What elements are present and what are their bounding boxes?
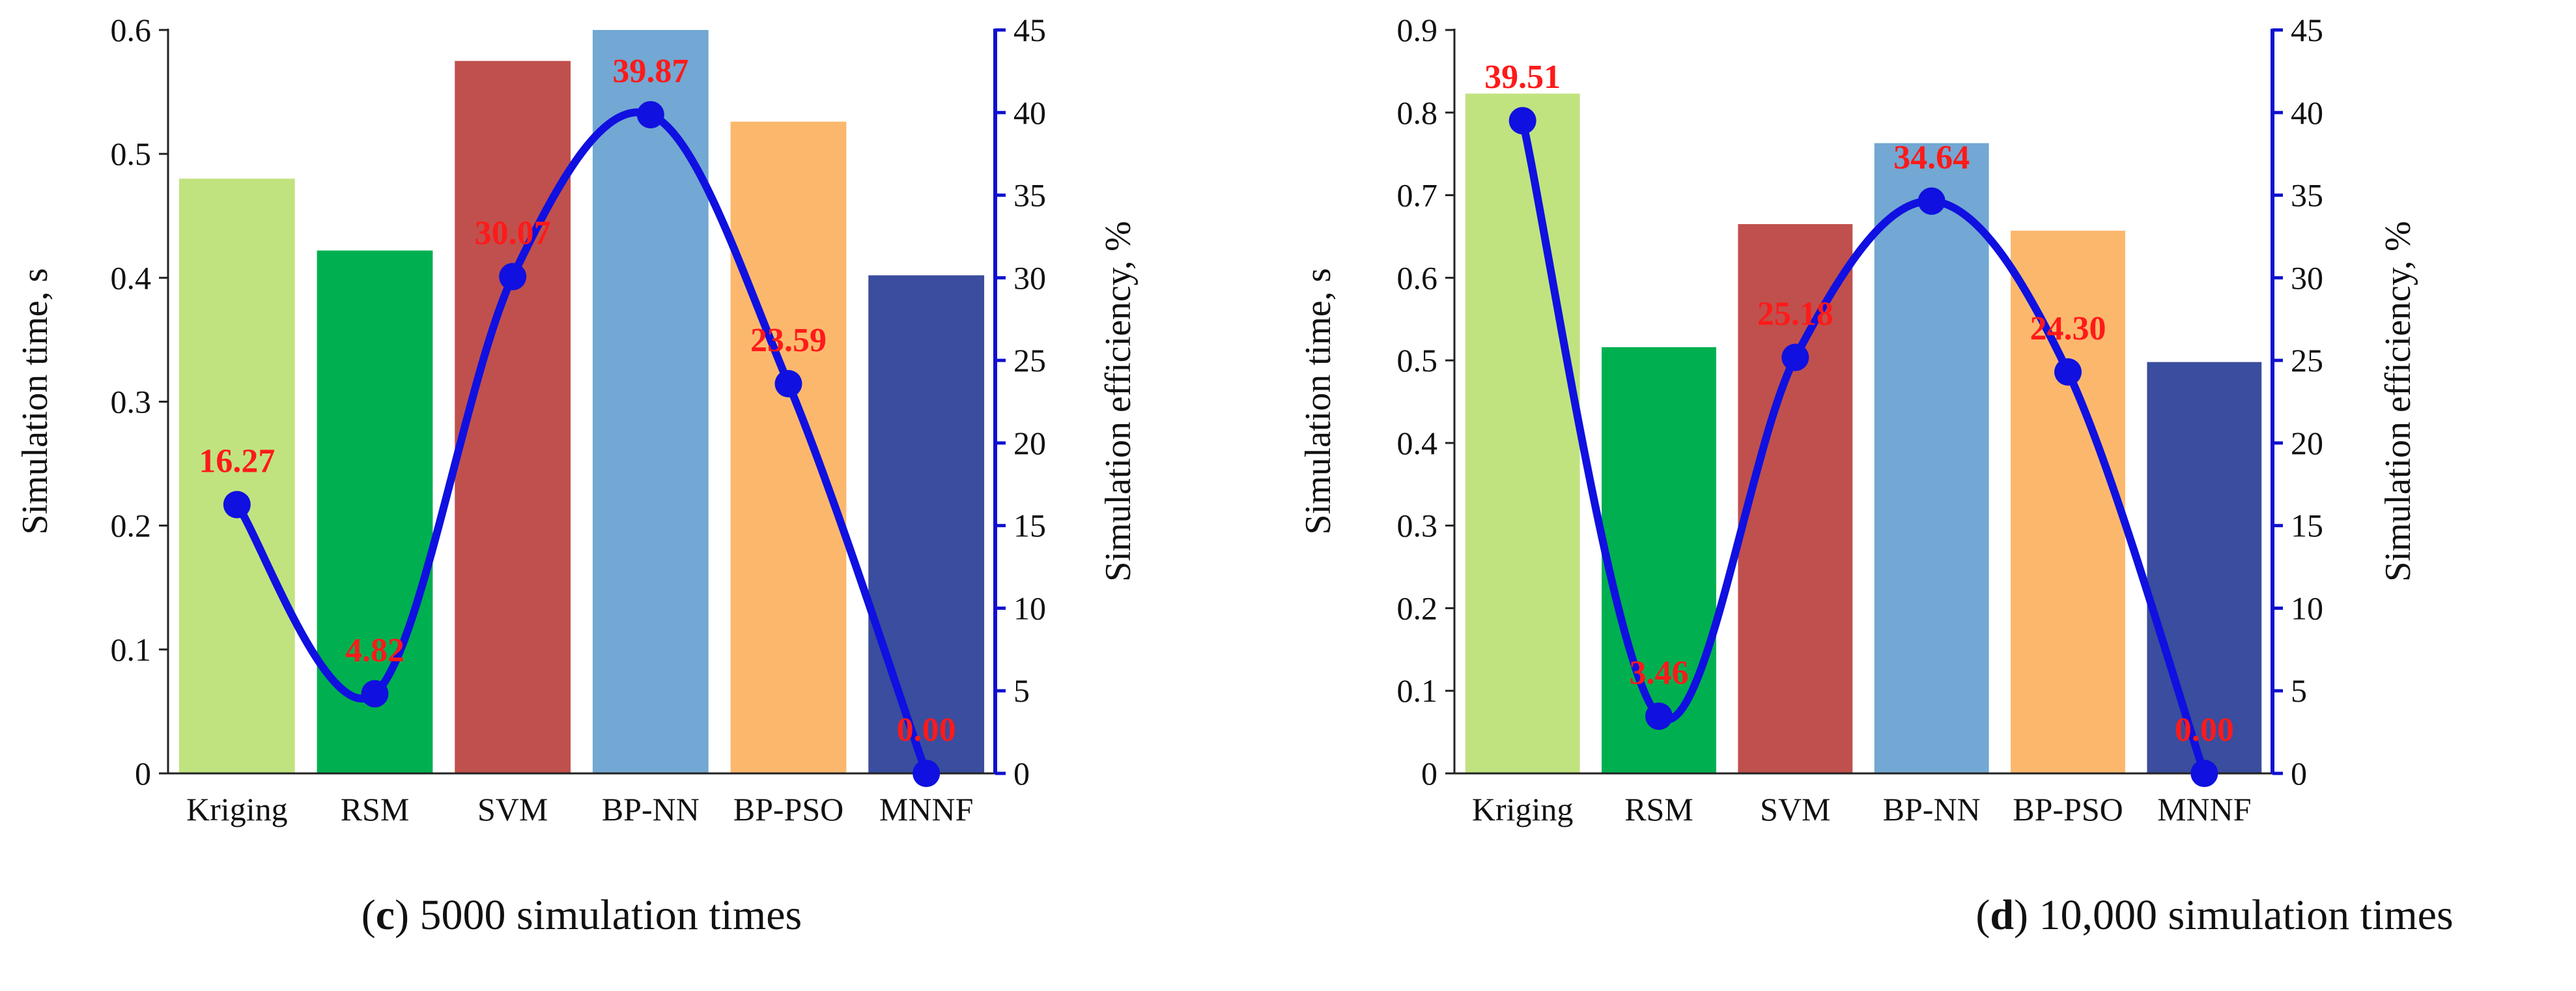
efficiency-data-label: 34.64 bbox=[1893, 139, 1970, 177]
right-tick-label: 20 bbox=[2291, 425, 2323, 461]
bar-mnnf bbox=[2147, 362, 2262, 773]
efficiency-data-label: 16.27 bbox=[199, 442, 275, 480]
left-tick-label: 0 bbox=[1421, 755, 1437, 792]
left-tick-label: 0.3 bbox=[111, 384, 152, 420]
efficiency-data-label: 23.59 bbox=[750, 322, 827, 359]
right-tick-label: 25 bbox=[1013, 342, 1046, 379]
bar-svm bbox=[1738, 223, 1853, 774]
left-tick-label: 0.1 bbox=[1397, 672, 1438, 709]
right-tick-label: 15 bbox=[2291, 508, 2323, 544]
efficiency-data-label: 0.00 bbox=[897, 711, 956, 749]
efficiency-point bbox=[636, 101, 664, 129]
efficiency-point bbox=[1918, 187, 1946, 215]
efficiency-point bbox=[913, 760, 941, 787]
category-label: Kriging bbox=[186, 791, 288, 827]
efficiency-point bbox=[1645, 702, 1673, 730]
left-tick-label: 0.8 bbox=[1397, 94, 1438, 131]
left-tick-label: 0.1 bbox=[111, 631, 152, 668]
category-label: MNNF bbox=[2157, 791, 2251, 827]
category-label: BP-NN bbox=[602, 791, 700, 827]
efficiency-point bbox=[2054, 358, 2082, 386]
efficiency-data-label: 39.87 bbox=[612, 53, 688, 90]
left-tick-label: 0 bbox=[135, 755, 151, 792]
right-tick-label: 5 bbox=[1013, 672, 1030, 709]
right-tick-label: 10 bbox=[1013, 590, 1046, 626]
right-tick-label: 20 bbox=[1013, 425, 1046, 461]
bar-bp-pso bbox=[2011, 231, 2125, 773]
efficiency-data-label: 25.18 bbox=[1757, 296, 1833, 333]
y-axis-title: Simulation time, s bbox=[15, 268, 55, 534]
bar-mnnf bbox=[868, 275, 985, 773]
right-tick-label: 35 bbox=[2291, 177, 2323, 214]
category-label: MNNF bbox=[879, 791, 973, 827]
category-label: BP-PSO bbox=[2013, 791, 2123, 827]
efficiency-data-label: 39.51 bbox=[1484, 59, 1561, 96]
category-label: RSM bbox=[1624, 791, 1693, 827]
category-label: RSM bbox=[341, 791, 410, 827]
category-label: SVM bbox=[477, 791, 548, 827]
efficiency-line bbox=[1518, 117, 2209, 777]
chart-panel-2: 0 0.1 0.2 0.3 0.4 0.5 0.6 0.7 0.8 0.9 0 5 10 15 20 25 30… bbox=[1298, 12, 2454, 939]
right-tick-label: 0 bbox=[2291, 755, 2307, 792]
bar-bp-pso bbox=[730, 121, 847, 773]
right-tick-label: 35 bbox=[1013, 177, 1046, 214]
right-tick-label: 45 bbox=[2291, 12, 2323, 48]
efficiency-point bbox=[2190, 760, 2218, 787]
right-tick-label: 0 bbox=[1013, 755, 1030, 792]
bar-bp-nn bbox=[1874, 143, 1989, 774]
left-tick-label: 0.5 bbox=[1397, 342, 1438, 379]
y2-axis-title: Simulation efficiency, % bbox=[2378, 221, 2418, 582]
left-tick-label: 0.6 bbox=[1397, 259, 1438, 296]
bar-rsm bbox=[1602, 347, 1716, 773]
efficiency-point bbox=[1781, 343, 1809, 371]
left-tick-label: 0.4 bbox=[111, 259, 152, 296]
chart-panel-1: 0 0.1 0.2 0.3 0.4 0.5 0.6 0 5 10 15 20 25 30 35 40 45 Kri… bbox=[15, 12, 1139, 939]
right-tick-label: 30 bbox=[2291, 259, 2323, 296]
efficiency-point bbox=[223, 491, 251, 519]
right-tick-label: 45 bbox=[1013, 12, 1046, 48]
efficiency-point bbox=[499, 263, 527, 291]
bar-svm bbox=[455, 61, 571, 774]
category-label: BP-PSO bbox=[733, 791, 844, 827]
left-tick-label: 0.6 bbox=[111, 12, 152, 48]
left-tick-label: 0.2 bbox=[1397, 590, 1438, 626]
right-tick-label: 10 bbox=[2291, 590, 2323, 626]
right-tick-label: 30 bbox=[1013, 259, 1046, 296]
y-axis-title: Simulation time, s bbox=[1298, 268, 1338, 534]
y2-axis-title: Simulation efficiency, % bbox=[1098, 221, 1139, 582]
right-tick-label: 40 bbox=[2291, 94, 2323, 131]
right-tick-label: 40 bbox=[1013, 94, 1046, 131]
left-tick-label: 0.9 bbox=[1397, 12, 1438, 48]
efficiency-data-label: 4.82 bbox=[345, 632, 404, 669]
bar-kriging bbox=[178, 179, 295, 773]
bar-bp-nn bbox=[592, 30, 709, 773]
category-label: Kriging bbox=[1472, 791, 1574, 827]
efficiency-data-label: 0.00 bbox=[2175, 711, 2234, 749]
right-tick-label: 5 bbox=[2291, 672, 2307, 709]
left-tick-label: 0.2 bbox=[111, 508, 152, 544]
efficiency-data-label: 30.07 bbox=[475, 215, 551, 252]
efficiency-data-label: 3.46 bbox=[1630, 654, 1689, 691]
caption-letter: d bbox=[1990, 891, 2014, 939]
left-tick-label: 0.4 bbox=[1397, 425, 1438, 461]
left-tick-label: 0.7 bbox=[1397, 177, 1438, 214]
efficiency-point bbox=[1508, 107, 1536, 135]
category-label: SVM bbox=[1760, 791, 1830, 827]
efficiency-data-label: 24.30 bbox=[2030, 310, 2106, 347]
left-tick-label: 0.3 bbox=[1397, 508, 1438, 544]
caption-letter: c bbox=[376, 891, 395, 939]
efficiency-point bbox=[361, 680, 389, 708]
chart-caption: (c) 5000 simulation times bbox=[361, 891, 802, 939]
right-tick-label: 25 bbox=[2291, 342, 2323, 379]
left-tick-label: 0.5 bbox=[111, 136, 152, 172]
efficiency-point bbox=[774, 369, 802, 397]
right-tick-label: 15 bbox=[1013, 508, 1046, 544]
chart-caption: (d) 10,000 simulation times bbox=[1975, 891, 2453, 939]
bar-kriging bbox=[1465, 93, 1580, 773]
category-label: BP-NN bbox=[1883, 791, 1981, 827]
